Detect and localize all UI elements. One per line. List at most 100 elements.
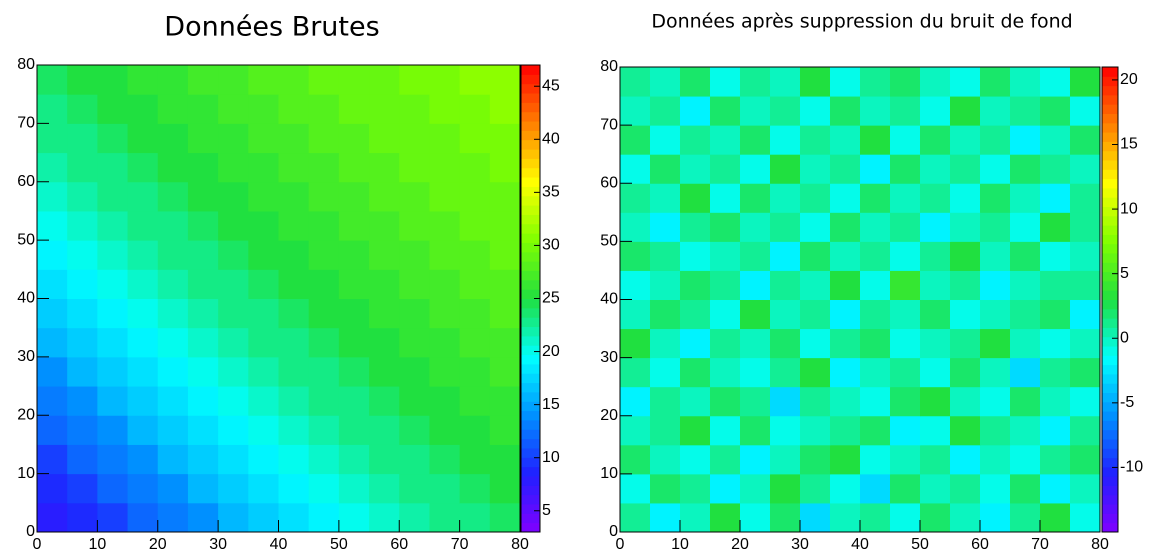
heatmap-cell bbox=[489, 210, 521, 241]
heatmap-cell bbox=[620, 386, 651, 417]
heatmap-cell bbox=[1040, 473, 1071, 504]
heatmap-cell bbox=[338, 240, 370, 270]
heatmap-cell bbox=[278, 269, 310, 299]
heatmap-cell bbox=[278, 240, 310, 270]
heatmap-cell bbox=[369, 502, 400, 533]
heatmap-cell bbox=[429, 123, 461, 154]
heatmap-cell bbox=[369, 269, 400, 299]
heatmap-cell bbox=[489, 444, 521, 475]
heatmap-cell bbox=[308, 415, 340, 445]
x-tick-label: 80 bbox=[1091, 536, 1109, 553]
heatmap-cell bbox=[860, 299, 891, 330]
heatmap-cell bbox=[489, 152, 521, 183]
heatmap-cell bbox=[1010, 212, 1041, 242]
colorbar-step bbox=[521, 457, 540, 468]
heatmap-cell bbox=[218, 181, 249, 212]
heatmap-cell bbox=[218, 327, 249, 358]
heatmap-cell bbox=[67, 152, 98, 183]
x-tick-label: 60 bbox=[971, 536, 989, 553]
y-tick-label: 50 bbox=[600, 233, 618, 250]
heatmap-cell bbox=[800, 270, 831, 300]
heatmap-cell bbox=[248, 356, 279, 387]
colorbar-tick-label: 15 bbox=[542, 396, 560, 413]
heatmap-cell bbox=[157, 298, 189, 329]
heatmap-cell bbox=[37, 152, 68, 183]
colorbar-step bbox=[521, 195, 540, 206]
heatmap-cell bbox=[1040, 270, 1071, 300]
heatmap-cell bbox=[248, 473, 279, 504]
heatmap-cell bbox=[489, 415, 521, 445]
heatmap-cell bbox=[278, 152, 310, 183]
heatmap-cell bbox=[920, 212, 951, 242]
heatmap-cell bbox=[127, 386, 159, 416]
heatmap-cell bbox=[770, 299, 801, 330]
heatmap-cell bbox=[980, 67, 1011, 97]
heatmap-cell bbox=[369, 210, 400, 241]
colorbar-step bbox=[1102, 262, 1118, 273]
heatmap-cell bbox=[740, 299, 771, 330]
heatmap-cell bbox=[37, 210, 68, 241]
heatmap-cell bbox=[710, 415, 741, 446]
colorbar-step bbox=[1102, 318, 1118, 328]
colorbar-step bbox=[1102, 494, 1118, 505]
heatmap-cell bbox=[127, 65, 159, 95]
colorbar-step bbox=[521, 223, 540, 234]
colorbar-step bbox=[521, 279, 540, 290]
heatmap-cell bbox=[1010, 299, 1041, 330]
heatmap-cell bbox=[127, 269, 159, 299]
heatmap-cell bbox=[429, 386, 461, 416]
heatmap-cell bbox=[308, 65, 340, 95]
heatmap-cell bbox=[860, 96, 891, 126]
heatmap-cell bbox=[218, 210, 249, 241]
heatmap-cell bbox=[369, 356, 400, 387]
heatmap-cell bbox=[489, 269, 521, 299]
heatmap-cell bbox=[740, 67, 771, 97]
heatmap-cell bbox=[218, 123, 249, 154]
heatmap-cell bbox=[187, 240, 219, 270]
heatmap-cell bbox=[127, 298, 159, 329]
heatmap-cell bbox=[950, 96, 981, 126]
colorbar-step bbox=[1102, 187, 1118, 198]
x-tick-label: 40 bbox=[851, 536, 869, 553]
colorbar-step bbox=[1102, 429, 1118, 440]
heatmap-cell bbox=[338, 94, 370, 124]
heatmap-cell bbox=[218, 415, 249, 445]
heatmap-cell bbox=[860, 473, 891, 504]
heatmap-cell bbox=[67, 123, 98, 154]
heatmap-cell bbox=[218, 356, 249, 387]
heatmap-cell bbox=[620, 502, 651, 533]
heatmap-cell bbox=[620, 444, 651, 475]
heatmap-cell bbox=[429, 356, 461, 387]
y-tick-label: 30 bbox=[17, 348, 35, 365]
heatmap-cell bbox=[429, 327, 461, 358]
colorbar-tick-label: 40 bbox=[542, 131, 560, 148]
heatmap-cell bbox=[1010, 473, 1041, 504]
heatmap-cell bbox=[218, 298, 249, 329]
heatmap-cell bbox=[187, 298, 219, 329]
heatmap-cell bbox=[489, 94, 521, 124]
heatmap-cell bbox=[459, 356, 491, 387]
heatmap-cell bbox=[67, 327, 98, 358]
heatmap-cell bbox=[459, 298, 491, 329]
heatmap-cell bbox=[338, 356, 370, 387]
colorbar-step bbox=[521, 503, 540, 514]
heatmap-cell bbox=[278, 298, 310, 329]
heatmap-cell bbox=[740, 125, 771, 155]
heatmap-cell bbox=[740, 473, 771, 504]
x-tick-label: 70 bbox=[1031, 536, 1049, 553]
colorbar-step bbox=[1102, 364, 1118, 375]
heatmap-cell bbox=[950, 502, 981, 533]
heatmap-cell bbox=[860, 212, 891, 242]
heatmap-cell bbox=[157, 327, 189, 358]
colorbar-step bbox=[1102, 420, 1118, 431]
heatmap-cell bbox=[710, 444, 741, 475]
y-tick-label: 10 bbox=[600, 465, 618, 482]
colorbar-step bbox=[521, 65, 540, 75]
chart-title: Données Brutes bbox=[164, 12, 379, 43]
heatmap-cell bbox=[399, 415, 430, 445]
colorbar-step bbox=[1102, 113, 1118, 124]
heatmap-cell bbox=[1070, 183, 1101, 213]
heatmap-cell bbox=[890, 96, 921, 126]
heatmap-cell bbox=[860, 125, 891, 155]
heatmap-cell bbox=[740, 96, 771, 126]
